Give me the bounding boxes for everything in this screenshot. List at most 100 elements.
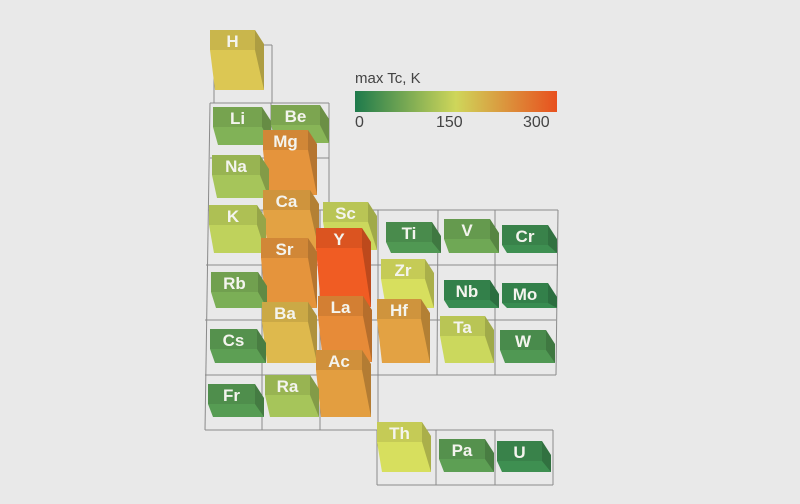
bar-top-face	[502, 225, 548, 245]
legend-tick-0: 0	[355, 114, 364, 131]
bar-top-face	[318, 296, 363, 316]
bar-side-face	[548, 283, 557, 308]
bar-top-face	[271, 105, 320, 125]
element-symbol: Y	[333, 230, 345, 249]
bar-top-face	[444, 219, 490, 239]
element-bar-hf: Hf	[377, 299, 430, 363]
bar-front-face	[211, 292, 267, 308]
element-bar-cs: Cs	[210, 329, 266, 363]
bar-top-face	[500, 330, 546, 350]
element-symbol: Ta	[453, 318, 472, 337]
bar-top-face	[210, 30, 255, 50]
element-symbol: Hf	[390, 301, 408, 320]
bar-front-face	[210, 349, 266, 363]
grid-line	[555, 209, 559, 376]
element-bar-na: Na	[212, 155, 269, 198]
element-bar-ac: Ac	[316, 350, 371, 417]
element-symbol: Na	[225, 157, 247, 176]
element-bar-h: H	[210, 30, 264, 90]
bar-top-face	[386, 222, 432, 242]
bar-front-face	[439, 459, 494, 472]
element-symbol: Ba	[274, 304, 296, 323]
element-symbol: Ti	[402, 224, 417, 243]
element-bar-ta: Ta	[440, 316, 494, 363]
element-bar-li: Li	[213, 107, 271, 145]
bar-top-face	[262, 302, 308, 322]
bar-front-face	[497, 461, 551, 472]
bar-top-face	[263, 130, 308, 150]
bar-side-face	[548, 225, 557, 253]
bar-top-face	[209, 205, 257, 225]
element-symbol: Li	[230, 109, 245, 128]
bar-front-face	[261, 258, 317, 308]
element-symbol: Mg	[273, 132, 298, 151]
bar-front-face	[444, 239, 499, 253]
bar-front-face	[386, 242, 441, 253]
bar-front-face	[502, 245, 557, 253]
element-bar-cr: Cr	[502, 225, 557, 253]
element-symbol: Be	[285, 107, 307, 126]
element-symbol: H	[226, 32, 238, 51]
element-bar-mg: Mg	[263, 130, 317, 195]
bar-top-face	[261, 238, 308, 258]
element-symbol: U	[513, 443, 525, 462]
bar-top-face	[502, 283, 548, 303]
bar-top-face	[497, 441, 542, 461]
element-bar-ra: Ra	[265, 375, 319, 417]
bar-top-face	[263, 190, 310, 210]
element-symbol: Sr	[276, 240, 294, 259]
element-bar-th: Th	[377, 422, 431, 472]
grid-line	[204, 102, 211, 431]
bar-front-face	[316, 248, 371, 307]
bar-front-face	[212, 175, 269, 198]
bar-top-face	[444, 280, 490, 300]
element-symbol: Ac	[328, 352, 350, 371]
bar-side-face	[490, 280, 499, 308]
bar-front-face	[440, 336, 494, 363]
bar-top-face	[213, 107, 262, 127]
bar-front-face	[502, 303, 557, 308]
element-symbol: W	[515, 332, 532, 351]
element-bar-sr: Sr	[261, 238, 317, 308]
bar-top-face	[440, 316, 485, 336]
bar-front-face	[265, 395, 319, 417]
bar-front-face	[213, 127, 271, 145]
element-symbol: Th	[389, 424, 410, 443]
bar-top-face	[211, 272, 258, 292]
legend-tick-300: 300	[523, 114, 550, 131]
bar-top-face	[323, 202, 368, 222]
bar-top-face	[377, 422, 422, 442]
bar-front-face	[316, 370, 371, 417]
element-symbol: Mo	[513, 285, 538, 304]
bar-front-face	[444, 300, 499, 308]
bar-top-face	[212, 155, 260, 175]
element-bar-nb: Nb	[444, 280, 499, 308]
element-symbol: Sc	[335, 204, 356, 223]
element-symbol: Ca	[276, 192, 298, 211]
element-bar-k: K	[209, 205, 266, 253]
bar-top-face	[316, 350, 362, 370]
element-symbol: K	[227, 207, 240, 226]
element-bar-v: V	[444, 219, 499, 253]
legend-title: max Tc, K	[355, 70, 421, 87]
bar-top-face	[265, 375, 310, 395]
bar-top-face	[208, 384, 255, 404]
element-symbol: Ra	[277, 377, 299, 396]
bar-top-face	[439, 439, 485, 459]
bar-top-face	[377, 299, 421, 319]
legend-colorbar	[355, 91, 557, 112]
bar-front-face	[210, 50, 264, 90]
element-bar-ba: Ba	[262, 302, 317, 363]
legend-tick-150: 150	[436, 114, 463, 131]
element-bar-w: W	[500, 330, 555, 363]
element-symbol: La	[331, 298, 351, 317]
bar-front-face	[209, 225, 266, 253]
element-symbol: Zr	[395, 261, 412, 280]
element-symbol: Nb	[456, 282, 479, 301]
element-symbol: Rb	[223, 274, 246, 293]
element-bar-y: Y	[316, 228, 371, 307]
element-symbol: Cs	[223, 331, 245, 350]
bar-top-face	[316, 228, 362, 248]
element-bar-mo: Mo	[502, 283, 557, 308]
